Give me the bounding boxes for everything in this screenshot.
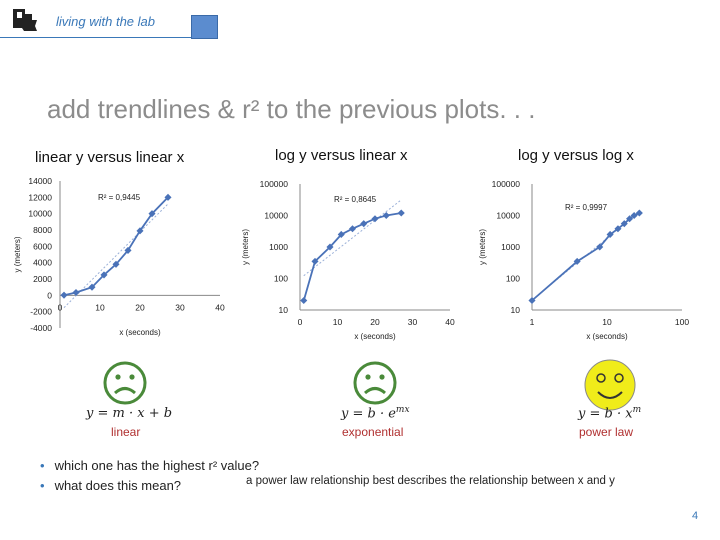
bullet-text: what does this mean?	[54, 478, 182, 493]
bullet-text: which one has the highest r² value?	[54, 458, 260, 473]
y-tick-label: 14000	[28, 176, 52, 186]
x-tick-label: 10	[95, 302, 105, 312]
y-tick-label: 100	[274, 274, 288, 284]
sad-face-icon	[352, 360, 398, 411]
y-tick-label: 12000	[28, 192, 52, 202]
y-tick-label: 8000	[33, 225, 52, 235]
y-tick-label: 4000	[33, 258, 52, 268]
chart-linear: -4000 -2000 0 2000 4000 6000 8000 10000 12000 140…	[13, 176, 225, 337]
x-tick-label: 30	[408, 317, 418, 327]
sad-face-icon	[102, 360, 148, 411]
data-point	[397, 209, 405, 217]
data-point	[60, 291, 68, 299]
data-point	[88, 283, 96, 291]
r-squared-label: R² = 0,9997	[565, 203, 608, 212]
chart-heading-semilog: log y versus linear x	[275, 147, 408, 164]
data-point	[382, 211, 390, 220]
happy-face-icon	[582, 357, 638, 418]
data-point	[311, 257, 319, 265]
y-tick-label: 1000	[501, 242, 520, 252]
y-axis-label: y (meters)	[241, 229, 250, 265]
bullet-question-2: • what does this mean?	[40, 478, 182, 493]
y-tick-label: 6000	[33, 241, 52, 251]
trendline	[303, 199, 402, 277]
y-axis-label: y (meters)	[13, 236, 22, 272]
lab-logo-icon	[10, 6, 40, 34]
x-tick-label: 20	[135, 302, 145, 312]
y-tick-label: 0	[47, 290, 52, 300]
y-tick-label: 100000	[492, 179, 521, 189]
data-point	[148, 210, 156, 218]
x-tick-label: 0	[58, 302, 63, 312]
data-point	[164, 193, 172, 201]
x-axis-label: x (seconds)	[354, 332, 396, 341]
chart-semilog: 10 100 1000 10000 100000 0 10 20 30 40 x (seconds)…	[241, 179, 455, 341]
data-point	[371, 215, 379, 223]
formula-exponential: y = b · emx	[341, 405, 410, 422]
formula-power: y = b · xm	[578, 405, 642, 422]
data-point	[300, 296, 308, 305]
model-label-power: power law	[579, 425, 634, 439]
y-tick-label: 1000	[269, 242, 288, 252]
x-axis-label: x (seconds)	[119, 328, 161, 337]
data-point	[124, 246, 132, 254]
x-axis-label: x (seconds)	[586, 332, 628, 341]
r-squared-label: R² = 0,8645	[334, 195, 377, 204]
data-point	[528, 296, 536, 305]
x-tick-label: 40	[445, 317, 455, 327]
data-point	[326, 243, 334, 251]
x-tick-label: 10	[333, 317, 343, 327]
model-label-linear: linear	[111, 425, 141, 439]
chart-heading-linear: linear y versus linear x	[35, 149, 185, 166]
data-point	[72, 288, 80, 297]
data-point	[360, 220, 368, 228]
y-tick-label: 10000	[28, 209, 52, 219]
r-squared-label: R² = 0,9445	[98, 193, 141, 202]
formula-linear: y = m · x + b	[86, 406, 173, 421]
answer-text: a power law relationship best describes …	[246, 475, 615, 487]
header-rule	[0, 37, 217, 38]
y-tick-label: 2000	[33, 274, 52, 284]
y-tick-label: -4000	[30, 323, 52, 333]
y-tick-label: 10000	[264, 211, 288, 221]
x-tick-label: 20	[370, 317, 380, 327]
x-tick-label: 30	[175, 302, 185, 312]
x-tick-label: 0	[298, 317, 303, 327]
x-tick-label: 1	[530, 317, 535, 327]
x-tick-label: 40	[215, 302, 225, 312]
header-accent-block	[191, 15, 218, 39]
brand-text: living with the lab	[56, 14, 155, 29]
y-tick-label: 100000	[260, 179, 289, 189]
page-number: 4	[692, 510, 699, 522]
chart-heading-loglog: log y versus log x	[518, 147, 634, 164]
chart-loglog: 10 100 1000 10000 100000 1 10 100 x (seconds) y (…	[478, 179, 689, 341]
x-tick-label: 10	[602, 317, 612, 327]
x-tick-label: 100	[675, 317, 689, 327]
data-point	[337, 230, 345, 239]
data-point	[606, 230, 614, 239]
model-label-exponential: exponential	[342, 425, 404, 439]
data-point	[596, 243, 604, 251]
data-point	[348, 225, 357, 233]
slide-title: add trendlines & r² to the previous plot…	[47, 94, 536, 124]
bullet-question-1: • which one has the highest r² value?	[40, 458, 260, 473]
y-tick-label: -2000	[30, 307, 52, 317]
y-tick-label: 100	[506, 274, 520, 284]
data-point	[100, 271, 108, 279]
y-axis-label: y (meters)	[478, 229, 487, 265]
y-tick-label: 10000	[496, 211, 520, 221]
y-tick-label: 10	[279, 305, 289, 315]
y-tick-label: 10	[511, 305, 521, 315]
data-point	[136, 227, 144, 235]
